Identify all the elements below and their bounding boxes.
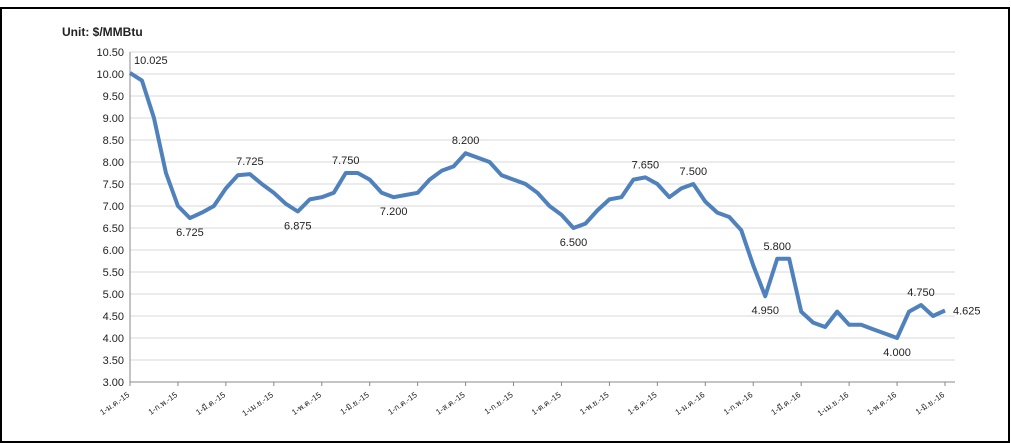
y-tick-label: 9.00 [103, 113, 124, 125]
data-label: 8.200 [452, 135, 480, 147]
y-tick-label: 6.50 [103, 223, 124, 235]
y-tick-label: 8.00 [103, 157, 124, 169]
data-label: 7.650 [632, 159, 660, 171]
data-label: 7.500 [680, 166, 708, 178]
data-label: 10.025 [134, 55, 168, 67]
y-tick-label: 6.00 [103, 245, 124, 257]
data-label: 6.500 [560, 237, 588, 249]
y-tick-label: 4.00 [103, 333, 124, 345]
y-tick-label: 7.50 [103, 179, 124, 191]
data-label: 7.750 [332, 155, 360, 167]
data-label: 4.625 [953, 306, 981, 318]
y-tick-label: 10.50 [96, 47, 124, 59]
y-tick-label: 9.50 [103, 91, 124, 103]
y-tick-label: 4.50 [103, 311, 124, 323]
data-label: 5.800 [763, 241, 791, 253]
data-label: 4.750 [907, 287, 935, 299]
y-tick-label: 3.00 [103, 377, 124, 389]
y-tick-label: 10.00 [96, 69, 124, 81]
y-tick-label: 8.50 [103, 135, 124, 147]
data-label: 4.000 [883, 347, 911, 359]
chart-border [0, 7, 1010, 443]
data-label: 4.950 [751, 305, 779, 317]
data-line [128, 71, 946, 340]
y-tick-label: 5.50 [103, 267, 124, 279]
data-label: 7.725 [236, 156, 264, 168]
data-label: 6.725 [176, 227, 204, 239]
data-label: 6.875 [284, 221, 312, 233]
data-label: 7.200 [380, 206, 408, 218]
y-tick-label: 5.00 [103, 289, 124, 301]
y-tick-label: 7.00 [103, 201, 124, 213]
unit-label: Unit: $/MMBtu [62, 25, 143, 39]
y-tick-label: 3.50 [103, 355, 124, 367]
